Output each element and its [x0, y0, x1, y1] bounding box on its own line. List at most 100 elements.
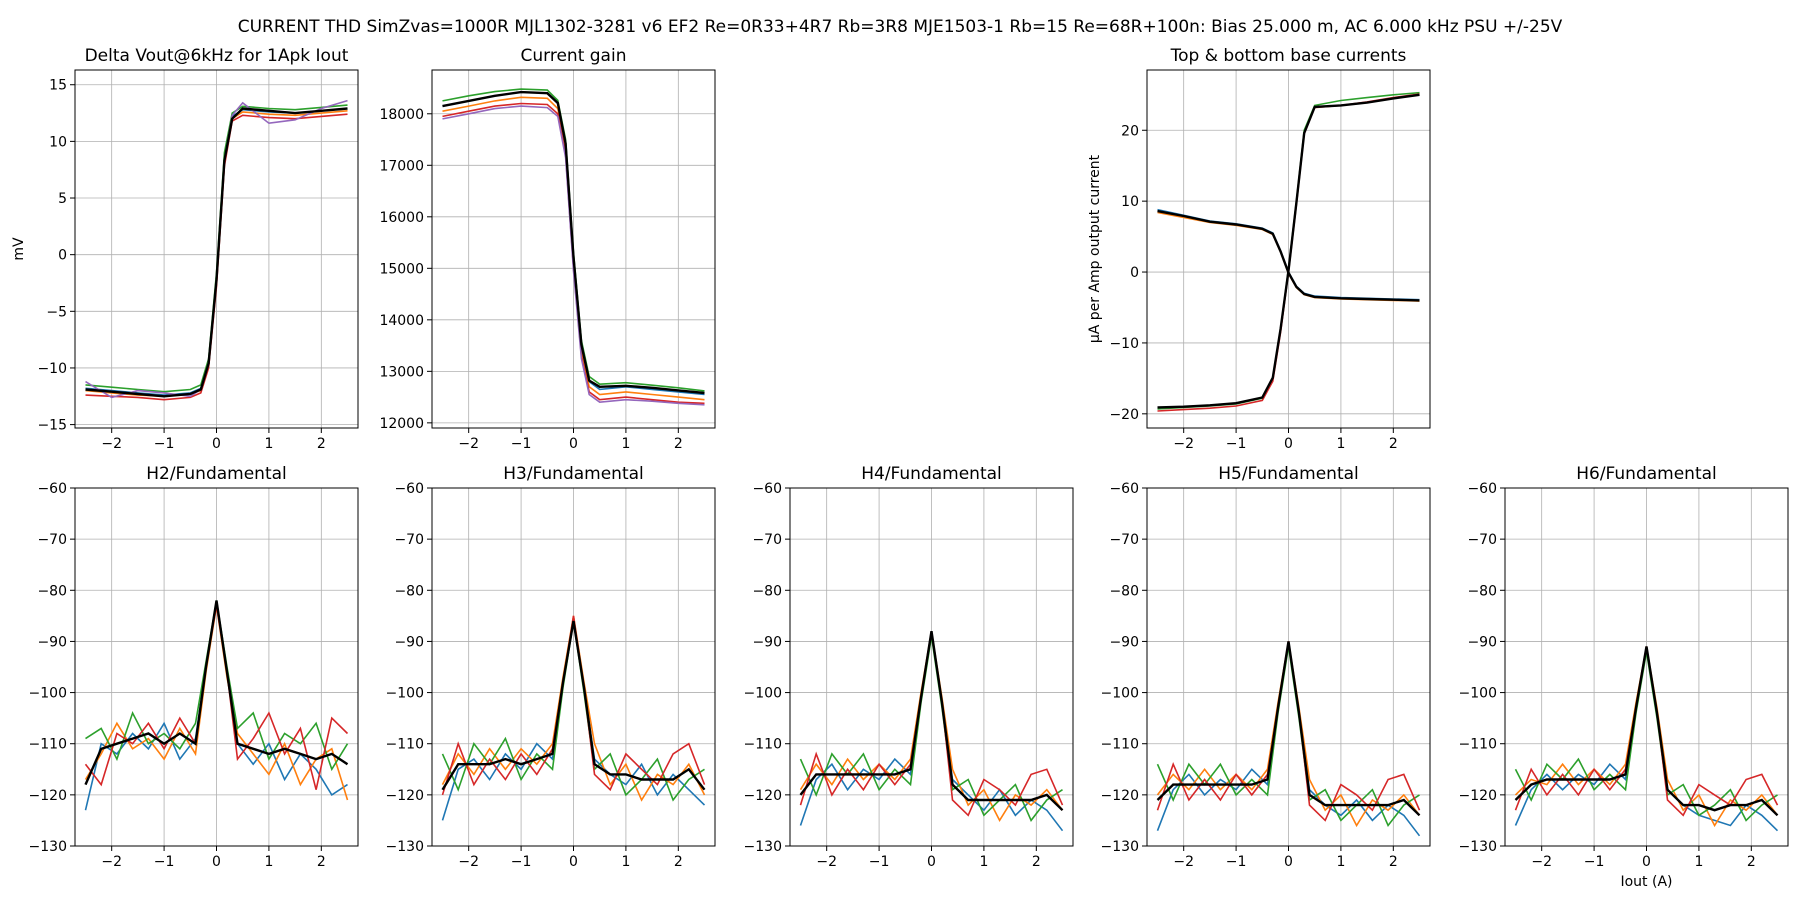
series-line-3: [441, 615, 706, 796]
y-tick-label: −15: [37, 418, 67, 434]
x-tick-label: 0: [1284, 854, 1293, 870]
y-tick-label: 14000: [379, 313, 424, 329]
y-tick-label: −110: [386, 737, 424, 753]
x-tick-label: 1: [1336, 854, 1345, 870]
x-tick-label: 1: [1694, 854, 1703, 870]
y-tick-label: −110: [744, 737, 782, 753]
y-axis-label: mV: [11, 237, 27, 261]
x-tick-label: 1: [621, 436, 630, 452]
subplot-title: H6/Fundamental: [1576, 464, 1717, 484]
subplot-title: H3/Fundamental: [503, 464, 644, 484]
y-tick-label: 17000: [379, 158, 424, 174]
x-tick-label: −2: [1531, 854, 1552, 870]
y-tick-label: −130: [386, 839, 424, 855]
x-tick-label: 2: [674, 854, 683, 870]
y-tick-label: −20: [1109, 407, 1139, 423]
series-group: [1156, 641, 1421, 837]
y-tick-label: −60: [37, 481, 67, 497]
y-tick-label: −90: [1467, 634, 1497, 650]
y-tick-label: −70: [752, 532, 782, 548]
series-group: [1157, 91, 1420, 412]
y-tick-label: −70: [394, 532, 424, 548]
y-tick-label: −100: [744, 686, 782, 702]
y-tick-label: −100: [386, 686, 424, 702]
y-tick-label: −110: [1101, 737, 1139, 753]
x-tick-label: 2: [317, 436, 326, 452]
y-tick-label: 16000: [379, 210, 424, 226]
subplot-h2: −2 −1 0 1 2 −130 −120 −110 −100 −90 −80 −70 −60 H2/Fu…: [29, 464, 359, 870]
y-tick-label: −10: [37, 361, 67, 377]
subplot-h4: −2 −1 0 1 2 −130 −120 −110 −100 −90 −80 −70 −60 H4/Fu…: [744, 464, 1074, 870]
x-tick-label: 0: [212, 436, 221, 452]
mean-line-0: [442, 90, 705, 395]
x-tick-label: 1: [264, 854, 273, 870]
y-tick-label: −80: [394, 583, 424, 599]
mean-line-0: [1156, 641, 1421, 817]
x-tick-label: −1: [511, 436, 532, 452]
x-tick-label: 2: [1032, 854, 1041, 870]
x-tick-label: 0: [569, 854, 578, 870]
series-group: [441, 615, 706, 821]
series-group: [85, 99, 348, 401]
y-tick-label: −90: [752, 634, 782, 650]
x-tick-label: 0: [927, 854, 936, 870]
x-tick-label: −2: [458, 854, 479, 870]
y-tick-label: 15000: [379, 261, 424, 277]
mean-line-0: [799, 631, 1064, 812]
x-tick-label: 2: [1389, 436, 1398, 452]
y-tick-label: −100: [1101, 686, 1139, 702]
y-tick-label: −120: [1101, 788, 1139, 804]
y-axis-label: μA per Amp output current: [1087, 154, 1103, 343]
y-tick-label: −120: [29, 788, 67, 804]
series-group: [84, 600, 349, 811]
subplot-h6: −2 −1 0 1 2 −130 −120 −110 −100 −90 −80 −70 −60 H6/Fu…: [1459, 464, 1789, 890]
y-tick-label: −120: [1459, 788, 1497, 804]
y-tick-label: 5: [58, 191, 67, 207]
y-tick-label: −80: [752, 583, 782, 599]
y-tick-label: −130: [29, 839, 67, 855]
subplot-title: H4/Fundamental: [861, 464, 1002, 484]
y-tick-label: 12000: [379, 416, 424, 432]
y-tick-label: −60: [1109, 481, 1139, 497]
y-tick-label: 20: [1121, 123, 1139, 139]
y-tick-label: −90: [37, 634, 67, 650]
y-tick-label: −100: [1459, 686, 1497, 702]
x-tick-label: −2: [101, 854, 122, 870]
series-group: [1514, 646, 1779, 832]
x-tick-label: −2: [1173, 854, 1194, 870]
subplot-h5: −2 −1 0 1 2 −130 −120 −110 −100 −90 −80 −70 −60 H5/Fu…: [1101, 464, 1431, 870]
x-tick-label: 0: [212, 854, 221, 870]
y-tick-label: 10: [1121, 194, 1139, 210]
x-tick-label: −1: [1584, 854, 1605, 870]
y-tick-label: 15: [49, 78, 67, 94]
y-tick-label: −100: [29, 686, 67, 702]
mean-line-0: [84, 600, 349, 786]
x-tick-label: −1: [154, 436, 175, 452]
x-tick-label: 2: [1747, 854, 1756, 870]
y-tick-label: −60: [1467, 481, 1497, 497]
figure-suptitle: CURRENT THD SimZvas=1000R MJL1302-3281 v…: [238, 17, 1563, 37]
mean-line-0: [85, 107, 348, 398]
x-tick-label: 0: [1284, 436, 1293, 452]
y-tick-label: −130: [1101, 839, 1139, 855]
x-tick-label: 1: [264, 436, 273, 452]
y-tick-label: −110: [29, 737, 67, 753]
y-tick-label: −80: [1467, 583, 1497, 599]
x-tick-label: −2: [101, 436, 122, 452]
y-tick-label: −70: [1109, 532, 1139, 548]
subplot-h3: −2 −1 0 1 2 −130 −120 −110 −100 −90 −80 −70 −60 H3/Fu…: [386, 464, 716, 870]
subplot-title: Delta Vout@6kHz for 1Apk Iout: [85, 46, 349, 66]
y-tick-label: −60: [394, 481, 424, 497]
y-tick-label: −70: [37, 532, 67, 548]
mean-line-1: [1157, 93, 1420, 409]
x-tick-label: −2: [816, 854, 837, 870]
x-tick-label: 1: [1336, 436, 1345, 452]
y-tick-label: −80: [1109, 583, 1139, 599]
y-tick-label: −60: [752, 481, 782, 497]
subplot-title: H5/Fundamental: [1218, 464, 1359, 484]
series-group: [799, 631, 1064, 832]
